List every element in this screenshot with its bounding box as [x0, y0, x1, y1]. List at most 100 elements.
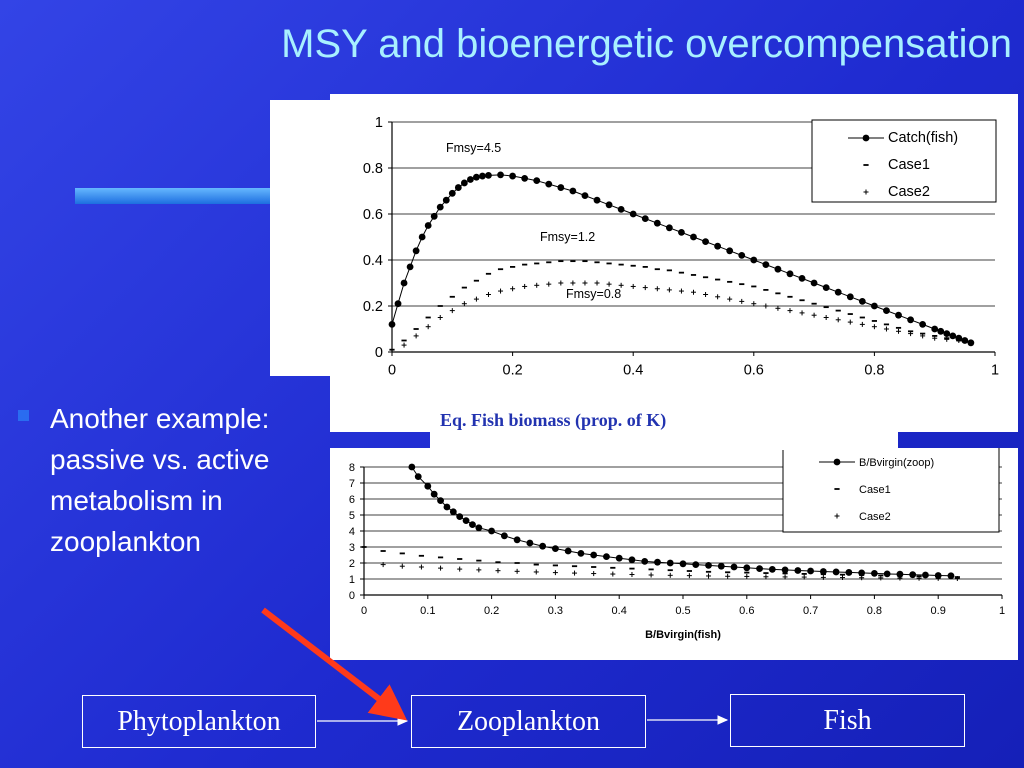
data-point: [557, 184, 565, 191]
data-point: [641, 215, 649, 222]
data-point: [782, 574, 788, 580]
zooplankton-chart-svg: 0 1 2 3 4 5 6 7 8 0 0.1 0.2 0.3 0.4 0.5 0.6 0.7 0.8 0.9 1 B/…: [349, 443, 1005, 641]
x-tick-label: 0.8: [867, 605, 882, 617]
data-point: [449, 508, 457, 516]
data-point: [653, 219, 661, 227]
x-tick-label: 0.9: [931, 605, 946, 617]
catch-chart: 0 0.2 0.4 0.6 0.8 1 0 0.2 0.4 0.6 0.8 1 Catch(fish) C…: [330, 94, 1018, 432]
data-point: [406, 263, 414, 271]
x-tick-label: 0.6: [739, 605, 754, 617]
data-point: [916, 575, 922, 581]
data-point: [786, 270, 794, 278]
data-point: [424, 482, 432, 490]
data-point: [558, 280, 564, 286]
x-tick-label: 0.6: [744, 363, 764, 379]
y-tick-label: 7: [349, 478, 355, 490]
data-point: [727, 296, 733, 302]
data-point: [401, 342, 407, 348]
data-point: [521, 174, 529, 182]
data-point: [654, 286, 660, 292]
legend-marker: [863, 189, 869, 195]
data-point: [943, 330, 951, 337]
data-point: [526, 539, 534, 547]
x-tick-label: 0: [361, 605, 367, 617]
data-point: [956, 338, 962, 343]
zooplankton-chart: 0 1 2 3 4 5 6 7 8 0 0.1 0.2 0.3 0.4 0.5 0.6 0.7 0.8 0.9 1 B/…: [330, 443, 1018, 660]
data-point: [654, 558, 661, 566]
data-point: [823, 315, 829, 320]
data-point: [552, 570, 558, 576]
data-point: [418, 233, 426, 241]
data-point: [690, 233, 697, 241]
data-point: [692, 561, 700, 568]
data-point: [798, 275, 806, 282]
data-point: [743, 564, 751, 572]
legend-label: Case2: [859, 511, 891, 523]
data-point: [835, 317, 841, 323]
data-point: [883, 570, 891, 578]
annotation-fmsy-1-2: Fmsy=1.2: [540, 230, 595, 244]
data-point: [425, 324, 431, 330]
x-tick-label: 0.3: [548, 605, 563, 617]
data-point: [756, 565, 763, 572]
x-axis-label: B/Bvirgin(fish): [645, 629, 721, 641]
x-tick-label: 0: [388, 363, 396, 379]
data-point: [448, 189, 456, 197]
data-point: [469, 521, 476, 528]
data-point: [666, 287, 672, 293]
legend-label: Catch(fish): [888, 130, 958, 146]
data-point: [667, 572, 673, 578]
data-point: [546, 281, 552, 287]
data-point: [920, 333, 926, 339]
data-point: [666, 559, 674, 567]
legend-label: Case1: [859, 484, 891, 496]
data-point: [691, 289, 696, 295]
data-point: [883, 326, 889, 332]
data-point: [799, 310, 805, 316]
data-point: [954, 576, 960, 582]
data-point: [475, 524, 483, 532]
data-point: [510, 286, 516, 292]
data-point: [380, 562, 386, 568]
data-point: [859, 321, 865, 327]
x-tick-label: 0.4: [612, 605, 627, 617]
data-point: [552, 545, 559, 552]
data-point: [768, 566, 776, 573]
data-point: [896, 328, 902, 334]
x-tick-label: 0.2: [503, 363, 523, 379]
data-point: [466, 176, 474, 183]
data-point: [858, 298, 866, 305]
data-point: [388, 321, 396, 328]
data-point: [702, 238, 709, 246]
data-point: [820, 574, 826, 580]
data-point: [944, 336, 950, 342]
y-tick-label: 1: [349, 574, 355, 586]
y-tick-label: 0.2: [363, 299, 383, 315]
data-point: [545, 180, 553, 188]
data-point: [774, 265, 782, 273]
x-tick-label: 0.8: [864, 363, 884, 379]
data-point: [961, 337, 969, 344]
annotation-fmsy-0-8: Fmsy=0.8: [566, 287, 621, 301]
data-point: [935, 575, 941, 581]
data-point: [424, 222, 432, 229]
data-point: [762, 261, 770, 268]
data-point: [418, 564, 424, 570]
data-point: [615, 554, 623, 562]
data-point: [400, 279, 408, 287]
data-point: [819, 568, 827, 575]
legend-box: [782, 443, 1000, 533]
data-point: [617, 206, 625, 213]
y-tick-label: 6: [349, 494, 355, 506]
data-point: [606, 281, 612, 287]
data-point: [590, 551, 598, 559]
x-tick-label: 0.7: [803, 605, 818, 617]
annotation-fmsy-4-5: Fmsy=4.5: [446, 141, 501, 155]
series-dash: [389, 260, 974, 351]
data-point: [577, 550, 585, 557]
data-point: [436, 203, 444, 211]
x-tick-label: 1: [991, 363, 999, 379]
data-point: [582, 280, 588, 286]
y-tick-label: 0: [375, 345, 383, 361]
data-point: [399, 563, 405, 569]
